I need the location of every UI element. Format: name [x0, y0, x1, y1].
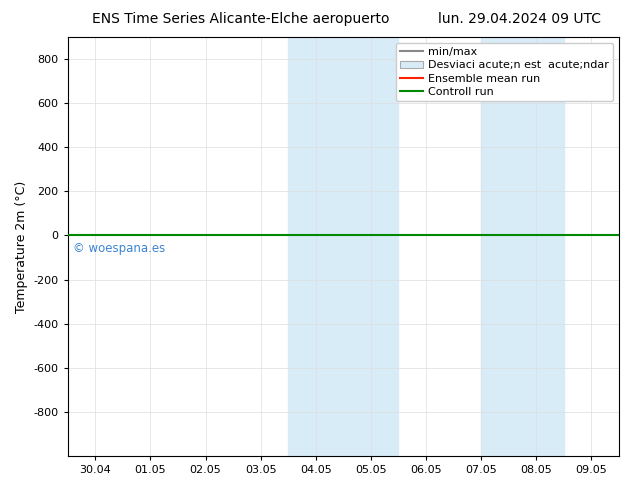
Y-axis label: Temperature 2m (°C): Temperature 2m (°C) — [15, 180, 28, 313]
Text: lun. 29.04.2024 09 UTC: lun. 29.04.2024 09 UTC — [438, 12, 602, 26]
Bar — [288, 37, 399, 456]
Text: ENS Time Series Alicante-Elche aeropuerto: ENS Time Series Alicante-Elche aeropuert… — [92, 12, 390, 26]
Text: © woespana.es: © woespana.es — [73, 243, 165, 255]
Legend: min/max, Desviaci acute;n est  acute;ndar, Ensemble mean run, Controll run: min/max, Desviaci acute;n est acute;ndar… — [396, 43, 614, 101]
Bar — [481, 37, 564, 456]
